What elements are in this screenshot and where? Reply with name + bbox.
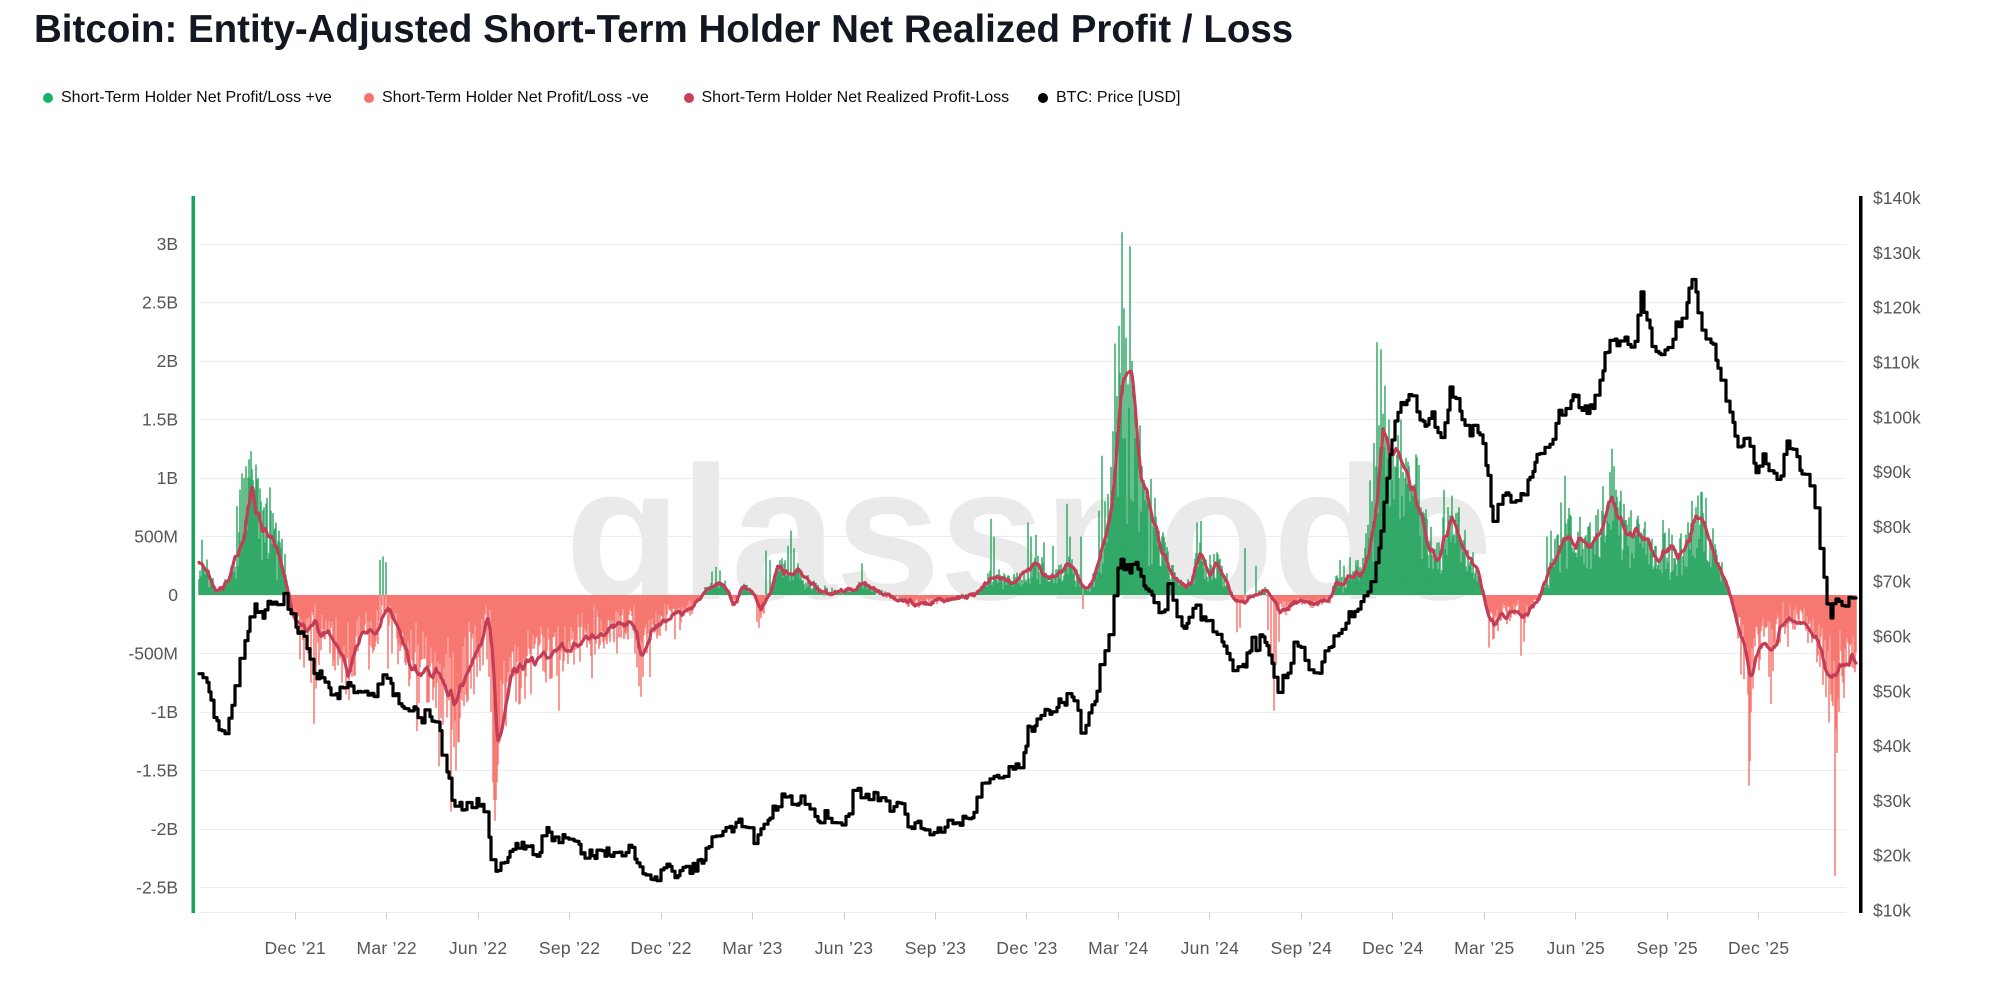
svg-text:1B: 1B (157, 468, 178, 488)
svg-text:-2B: -2B (151, 819, 178, 839)
svg-text:$10k: $10k (1873, 901, 1911, 921)
svg-text:$20k: $20k (1873, 846, 1911, 866)
svg-text:Dec ’25: Dec ’25 (1728, 938, 1789, 958)
svg-text:500M: 500M (134, 527, 178, 547)
svg-text:Dec ’21: Dec ’21 (264, 938, 325, 958)
svg-text:$140k: $140k (1873, 188, 1921, 208)
svg-text:Dec ’22: Dec ’22 (630, 938, 691, 958)
svg-text:-1B: -1B (151, 702, 178, 722)
svg-text:-2.5B: -2.5B (136, 878, 178, 898)
svg-text:$30k: $30k (1873, 791, 1911, 811)
svg-text:$80k: $80k (1873, 517, 1911, 537)
svg-text:2B: 2B (157, 351, 178, 371)
svg-text:-1.5B: -1.5B (136, 761, 178, 781)
svg-text:$50k: $50k (1873, 681, 1911, 701)
svg-text:Jun ’24: Jun ’24 (1181, 938, 1240, 958)
svg-text:glassnode: glassnode (565, 428, 1491, 640)
svg-text:$40k: $40k (1873, 736, 1911, 756)
svg-text:-500M: -500M (128, 644, 178, 664)
svg-text:$110k: $110k (1873, 353, 1920, 373)
svg-text:Jun ’25: Jun ’25 (1547, 938, 1606, 958)
svg-text:3B: 3B (157, 234, 178, 254)
svg-text:Sep ’24: Sep ’24 (1271, 938, 1332, 958)
svg-text:Sep ’23: Sep ’23 (905, 938, 966, 958)
svg-text:$70k: $70k (1873, 572, 1911, 592)
svg-text:Mar ’24: Mar ’24 (1088, 938, 1148, 958)
svg-text:Mar ’22: Mar ’22 (356, 938, 416, 958)
svg-text:0: 0 (168, 585, 178, 605)
svg-text:2.5B: 2.5B (142, 293, 178, 313)
svg-text:$130k: $130k (1873, 243, 1921, 263)
svg-text:Jun ’22: Jun ’22 (449, 938, 508, 958)
svg-text:Jun ’23: Jun ’23 (815, 938, 874, 958)
svg-text:Sep ’22: Sep ’22 (539, 938, 600, 958)
svg-text:$120k: $120k (1873, 298, 1921, 318)
svg-text:Sep ’25: Sep ’25 (1636, 938, 1697, 958)
svg-text:Dec ’24: Dec ’24 (1362, 938, 1423, 958)
svg-text:$60k: $60k (1873, 627, 1911, 647)
svg-text:Mar ’25: Mar ’25 (1454, 938, 1514, 958)
svg-text:Dec ’23: Dec ’23 (996, 938, 1057, 958)
svg-text:Mar ’23: Mar ’23 (722, 938, 782, 958)
svg-text:$90k: $90k (1873, 462, 1911, 482)
svg-text:1.5B: 1.5B (142, 410, 178, 430)
svg-text:$100k: $100k (1873, 407, 1921, 427)
